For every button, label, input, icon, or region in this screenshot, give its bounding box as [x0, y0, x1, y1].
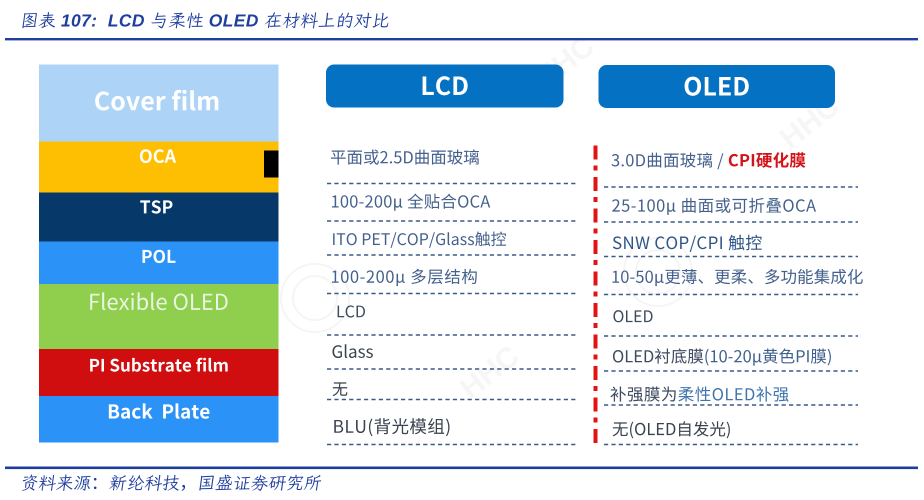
svg-text:HHC: HHC: [454, 339, 526, 405]
